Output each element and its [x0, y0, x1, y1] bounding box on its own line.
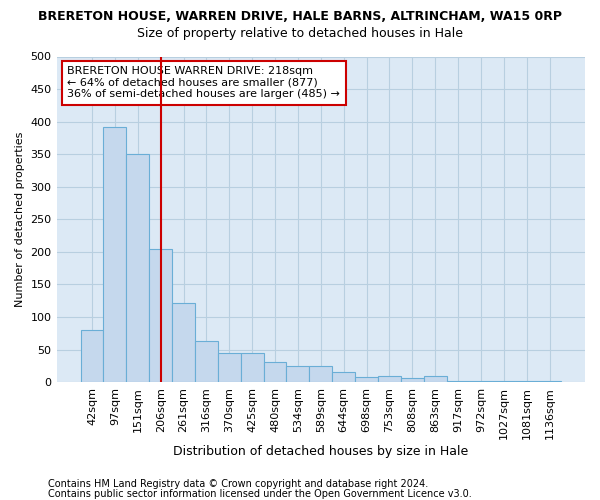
Bar: [424, 376, 446, 382]
Bar: [103, 127, 127, 382]
Text: Contains HM Land Registry data © Crown copyright and database right 2024.: Contains HM Land Registry data © Crown c…: [48, 479, 428, 489]
Bar: [493, 381, 515, 382]
Bar: [149, 248, 172, 382]
Bar: [355, 377, 378, 382]
Bar: [378, 376, 401, 382]
Bar: [310, 366, 332, 382]
Bar: [172, 302, 195, 382]
Bar: [538, 381, 561, 382]
Bar: [218, 354, 241, 382]
Bar: [195, 341, 218, 382]
Bar: [469, 381, 493, 382]
Bar: [332, 372, 355, 382]
Bar: [263, 362, 286, 382]
Text: BRERETON HOUSE WARREN DRIVE: 218sqm
← 64% of detached houses are smaller (877)
3: BRERETON HOUSE WARREN DRIVE: 218sqm ← 64…: [67, 66, 340, 100]
Bar: [401, 378, 424, 382]
Text: Contains public sector information licensed under the Open Government Licence v3: Contains public sector information licen…: [48, 489, 472, 499]
X-axis label: Distribution of detached houses by size in Hale: Distribution of detached houses by size …: [173, 444, 469, 458]
Bar: [286, 366, 310, 382]
Bar: [446, 381, 469, 382]
Bar: [127, 154, 149, 382]
Text: Size of property relative to detached houses in Hale: Size of property relative to detached ho…: [137, 28, 463, 40]
Bar: [241, 354, 263, 382]
Y-axis label: Number of detached properties: Number of detached properties: [15, 132, 25, 307]
Bar: [80, 330, 103, 382]
Text: BRERETON HOUSE, WARREN DRIVE, HALE BARNS, ALTRINCHAM, WA15 0RP: BRERETON HOUSE, WARREN DRIVE, HALE BARNS…: [38, 10, 562, 23]
